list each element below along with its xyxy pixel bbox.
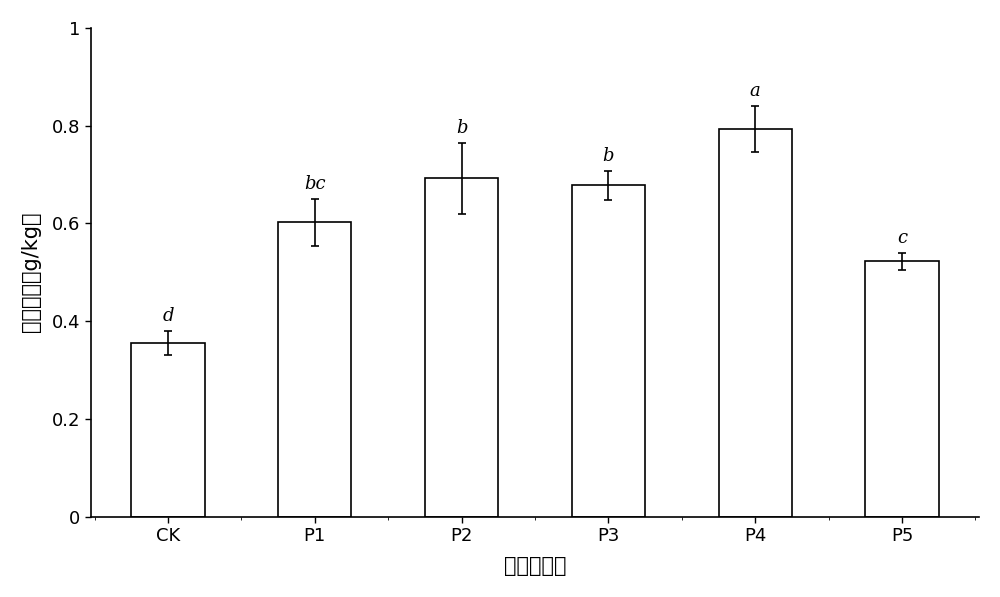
Text: c: c [897,229,907,247]
Bar [719,129,792,516]
Bar [865,261,939,516]
Text: b: b [456,119,467,137]
Bar [278,222,351,516]
Y-axis label: 土壤全氮（g/kg）: 土壤全氮（g/kg） [21,212,41,333]
Bar [572,185,645,516]
X-axis label: 改良剂配方: 改良剂配方 [504,556,566,576]
Text: b: b [603,147,614,165]
Bar [131,343,205,516]
Text: bc: bc [304,175,326,193]
Text: d: d [162,307,174,325]
Bar [425,179,498,516]
Text: a: a [750,82,761,100]
